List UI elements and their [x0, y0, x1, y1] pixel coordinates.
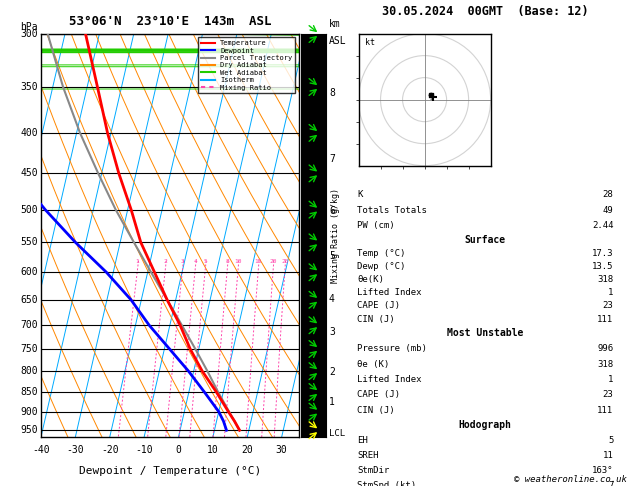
Text: 318: 318 [598, 360, 613, 368]
Text: 10: 10 [207, 445, 219, 455]
Text: 23: 23 [603, 390, 613, 399]
Text: 25: 25 [281, 259, 289, 264]
Text: Surface: Surface [465, 235, 506, 245]
Text: 11: 11 [603, 451, 613, 460]
Text: -30: -30 [67, 445, 84, 455]
Text: 1: 1 [608, 375, 613, 384]
Text: 2: 2 [329, 367, 335, 377]
Text: SREH: SREH [357, 451, 379, 460]
Text: 300: 300 [20, 29, 38, 39]
Text: StmSpd (kt): StmSpd (kt) [357, 481, 416, 486]
Text: Hodograph: Hodograph [459, 420, 512, 431]
Text: 0: 0 [175, 445, 181, 455]
Text: 350: 350 [20, 82, 38, 92]
Text: Totals Totals: Totals Totals [357, 206, 427, 215]
Text: 8: 8 [329, 88, 335, 98]
Text: EH: EH [357, 436, 368, 445]
Text: CAPE (J): CAPE (J) [357, 301, 400, 311]
Text: Pressure (mb): Pressure (mb) [357, 344, 427, 353]
Text: -10: -10 [135, 445, 153, 455]
Text: 2.44: 2.44 [592, 221, 613, 230]
Text: CIN (J): CIN (J) [357, 314, 395, 324]
Text: 5: 5 [329, 251, 335, 261]
Text: 13.5: 13.5 [592, 262, 613, 271]
Text: 318: 318 [598, 275, 613, 284]
Text: CAPE (J): CAPE (J) [357, 390, 400, 399]
Text: 1: 1 [329, 398, 335, 407]
Text: 4: 4 [193, 259, 197, 264]
Text: 163°: 163° [592, 466, 613, 475]
Text: 1: 1 [136, 259, 140, 264]
Text: -20: -20 [101, 445, 118, 455]
Text: 17.3: 17.3 [592, 248, 613, 258]
Text: 30: 30 [276, 445, 287, 455]
Text: θe(K): θe(K) [357, 275, 384, 284]
Text: 49: 49 [603, 206, 613, 215]
Text: 28: 28 [603, 191, 613, 199]
Text: 6: 6 [329, 206, 335, 216]
Text: 15: 15 [255, 259, 262, 264]
Text: 950: 950 [20, 425, 38, 435]
Text: 53°06'N  23°10'E  143m  ASL: 53°06'N 23°10'E 143m ASL [69, 15, 271, 28]
Text: 1: 1 [608, 288, 613, 297]
Text: 600: 600 [20, 267, 38, 278]
Text: Lifted Index: Lifted Index [357, 375, 421, 384]
Text: 450: 450 [20, 168, 38, 178]
Text: 8: 8 [225, 259, 229, 264]
Text: 4: 4 [329, 294, 335, 304]
Text: km: km [329, 19, 341, 29]
Text: LCL: LCL [329, 429, 345, 438]
Text: 20: 20 [269, 259, 277, 264]
Text: 750: 750 [20, 344, 38, 354]
Text: © weatheronline.co.uk: © weatheronline.co.uk [514, 474, 626, 484]
Text: 111: 111 [598, 314, 613, 324]
Text: 111: 111 [598, 406, 613, 415]
Text: CIN (J): CIN (J) [357, 406, 395, 415]
Text: 23: 23 [603, 301, 613, 311]
Text: 650: 650 [20, 295, 38, 305]
Text: Dewpoint / Temperature (°C): Dewpoint / Temperature (°C) [79, 466, 261, 476]
Text: PW (cm): PW (cm) [357, 221, 395, 230]
Text: -40: -40 [32, 445, 50, 455]
Text: Lifted Index: Lifted Index [357, 288, 421, 297]
Text: 900: 900 [20, 407, 38, 417]
Text: 800: 800 [20, 366, 38, 376]
Text: 400: 400 [20, 128, 38, 138]
Text: StmDir: StmDir [357, 466, 389, 475]
Text: 550: 550 [20, 237, 38, 247]
Text: 3: 3 [329, 327, 335, 337]
Text: 20: 20 [242, 445, 253, 455]
Text: 500: 500 [20, 205, 38, 215]
Text: 30.05.2024  00GMT  (Base: 12): 30.05.2024 00GMT (Base: 12) [382, 5, 589, 18]
Text: hPa: hPa [20, 21, 38, 32]
Text: ASL: ASL [329, 36, 347, 47]
Text: Most Unstable: Most Unstable [447, 329, 523, 338]
Text: θe (K): θe (K) [357, 360, 389, 368]
Text: 5: 5 [203, 259, 207, 264]
Text: 7: 7 [608, 481, 613, 486]
Text: K: K [357, 191, 362, 199]
Text: 5: 5 [608, 436, 613, 445]
Text: 996: 996 [598, 344, 613, 353]
Text: Dewp (°C): Dewp (°C) [357, 262, 406, 271]
Text: 3: 3 [181, 259, 184, 264]
Text: 850: 850 [20, 387, 38, 397]
Legend: Temperature, Dewpoint, Parcel Trajectory, Dry Adiabat, Wet Adiabat, Isotherm, Mi: Temperature, Dewpoint, Parcel Trajectory… [198, 37, 295, 93]
Text: 700: 700 [20, 320, 38, 330]
Text: kt: kt [365, 37, 375, 47]
Text: 2: 2 [164, 259, 167, 264]
Text: Mixing Ratio (g/kg): Mixing Ratio (g/kg) [331, 188, 340, 283]
Text: Temp (°C): Temp (°C) [357, 248, 406, 258]
Text: 10: 10 [235, 259, 242, 264]
Text: 7: 7 [329, 155, 335, 164]
